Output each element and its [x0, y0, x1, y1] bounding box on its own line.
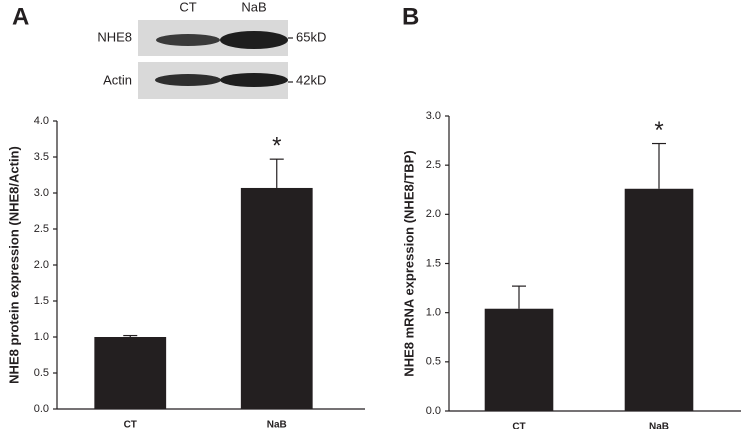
y-tick-label: 0.0 — [426, 405, 441, 417]
x-tick-label: CT — [124, 420, 137, 429]
y-tick-label: 3.5 — [34, 151, 49, 163]
bar — [94, 337, 167, 409]
y-tick-label: 2.5 — [34, 223, 49, 235]
x-tick-label: NaB — [649, 422, 669, 429]
y-tick-label: 4.0 — [34, 115, 49, 127]
y-tick-label: 0.0 — [34, 403, 49, 415]
y-tick-label: 2.5 — [426, 159, 441, 171]
y-tick-label: 1.0 — [34, 331, 49, 343]
bar — [484, 308, 554, 411]
blot-row-label: Actin — [103, 72, 132, 87]
blot-row-label: NHE8 — [97, 29, 132, 44]
blot-band — [220, 73, 288, 87]
blot-band — [156, 34, 220, 46]
panel-label: A — [12, 3, 29, 30]
x-tick-label: NaB — [267, 420, 287, 429]
bar — [624, 188, 694, 411]
y-tick-label: 2.0 — [426, 208, 441, 220]
blot-size-label: 42kD — [296, 72, 326, 87]
western-blot — [138, 20, 293, 99]
y-tick-label: 1.5 — [34, 295, 49, 307]
bar — [240, 187, 313, 409]
y-axis-title: NHE8 mRNA expression (NHE8/TBP) — [401, 150, 416, 376]
panel-label: B — [402, 3, 419, 30]
y-axis-title: NHE8 protein expression (NHE8/Actin) — [6, 146, 21, 384]
significance-mark: * — [654, 117, 663, 144]
y-tick-label: 0.5 — [426, 356, 441, 368]
significance-mark: * — [272, 133, 281, 160]
y-tick-label: 0.5 — [34, 367, 49, 379]
blot-band — [220, 31, 288, 49]
y-tick-label: 1.0 — [426, 307, 441, 319]
lane-label: NaB — [241, 0, 266, 14]
y-tick-label: 2.0 — [34, 259, 49, 271]
y-tick-label: 3.0 — [426, 110, 441, 122]
y-tick-label: 3.0 — [34, 187, 49, 199]
x-tick-label: CT — [512, 422, 525, 429]
blot-band — [155, 74, 221, 86]
blot-size-label: 65kD — [296, 29, 326, 44]
lane-label: CT — [179, 0, 196, 14]
y-tick-label: 1.5 — [426, 257, 441, 269]
